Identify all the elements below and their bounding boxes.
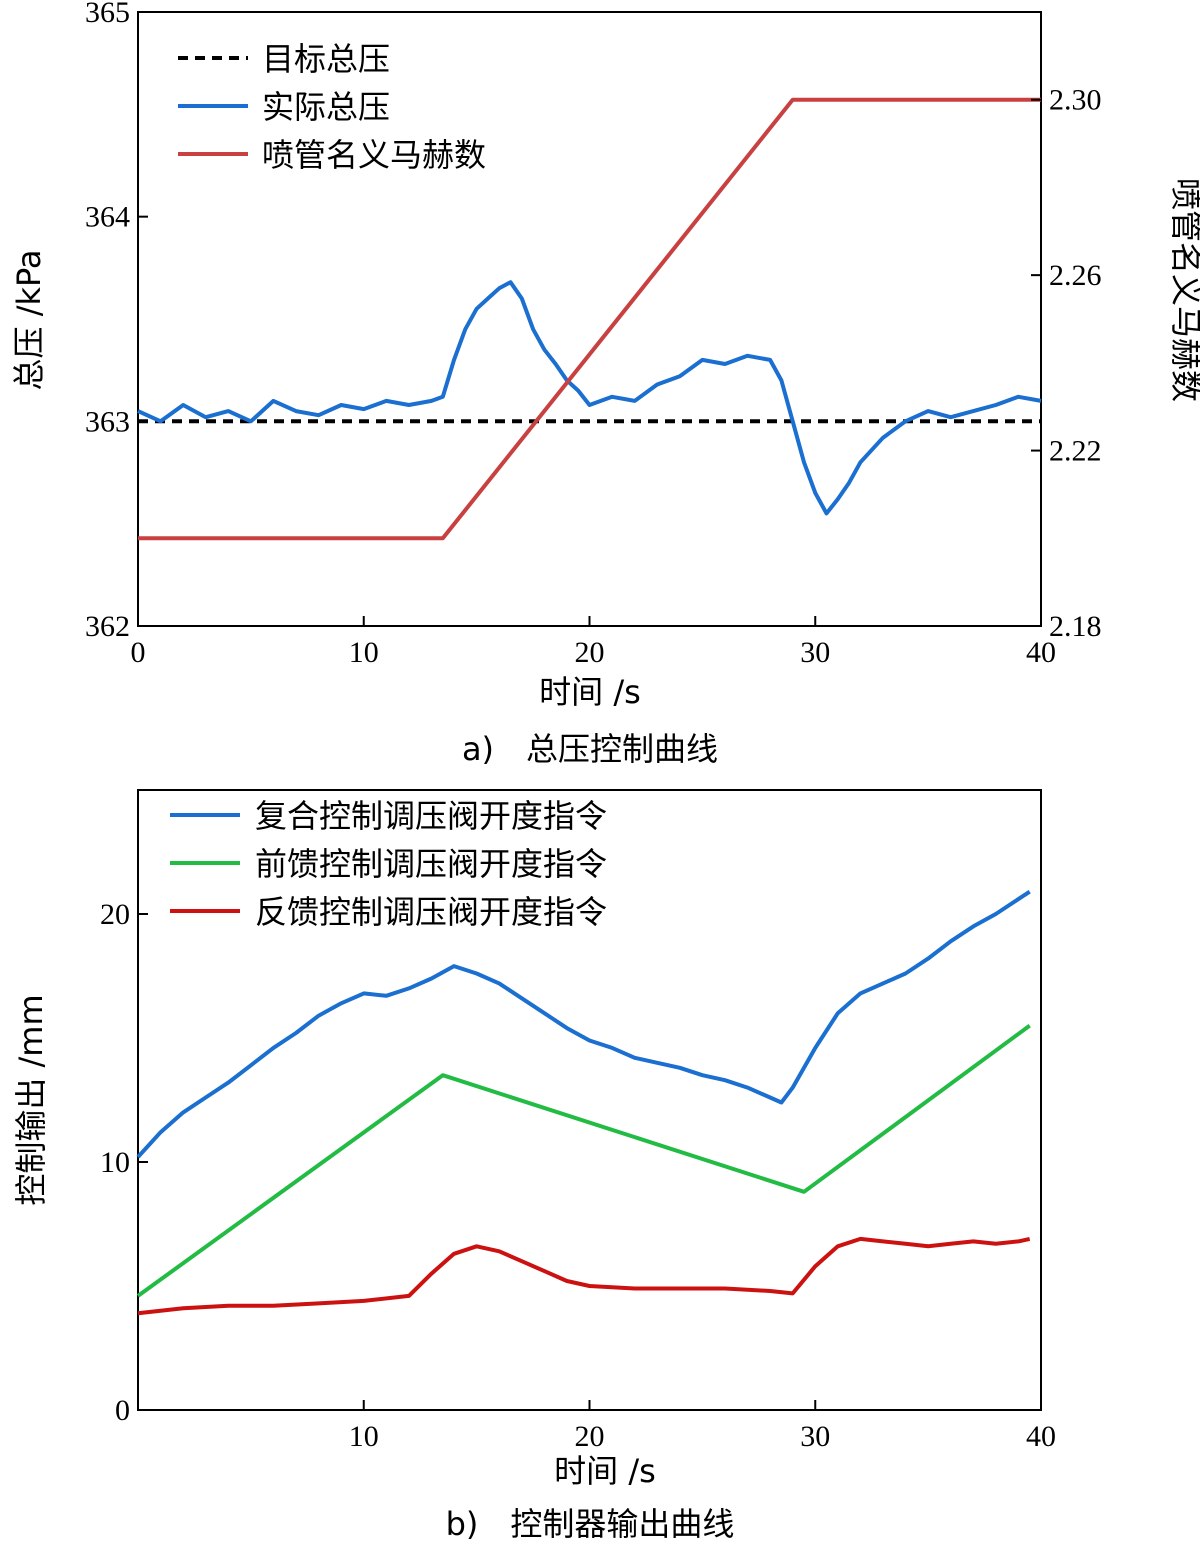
chart-a-y-tick-label: 362 [85, 610, 130, 643]
chart-b-y-tick-label: 10 [100, 1146, 130, 1179]
chart-a-y-ticks: 362 363 364 365 [85, 0, 148, 643]
chart-a-y2-tick-label: 2.26 [1049, 259, 1102, 292]
chart-b-series-group [136, 890, 1031, 1316]
chart-a-y2-axis-label: 喷管名义马赫数 [1167, 178, 1200, 402]
chart-a-legend: 目标总压 实际总压 喷管名义马赫数 [178, 40, 486, 174]
chart-a-legend-label-actual: 实际总压 [262, 88, 390, 126]
chart-b-plot-frame [137, 789, 1042, 1411]
chart-a-series-group [137, 97, 1042, 541]
chart-a-x-ticks: 0 10 20 30 40 [131, 616, 1056, 669]
chart-a-x-tick-label: 0 [131, 636, 146, 669]
chart-b-legend-label-feedback: 反馈控制调压阀开度指令 [255, 893, 607, 931]
chart-a-x-tick-label: 40 [1026, 636, 1056, 669]
chart-a-y2-ticks: 2.18 2.22 2.26 2.30 [1031, 84, 1102, 643]
chart-a-caption: a) 总压控制曲线 [462, 730, 718, 768]
chart-a-y-axis-label: 总压 /kPa [10, 250, 48, 391]
chart-b-x-axis-label: 时间 /s [554, 1452, 656, 1490]
chart-b-y-tick-label: 20 [100, 898, 130, 931]
chart-b-x-tick-label: 10 [349, 1420, 379, 1453]
chart-b-legend-label-feedforward: 前馈控制调压阀开度指令 [255, 845, 607, 883]
chart-a-x-tick-label: 30 [800, 636, 830, 669]
chart-b-legend-label-composite: 复合控制调压阀开度指令 [255, 797, 607, 835]
chart-b-controller-output: 10 20 30 40 0 10 20 时间 /s 控制输出 /mm 复合控制调压阀开度指… [12, 789, 1056, 1543]
chart-b-y-ticks: 0 10 20 [100, 898, 148, 1427]
chart-b-series-1-line [136, 890, 1031, 1159]
chart-a-series-2-line [137, 280, 1042, 516]
chart-a-legend-label-mach: 喷管名义马赫数 [262, 136, 486, 174]
chart-b-x-tick-label: 40 [1026, 1420, 1056, 1453]
chart-b-legend: 复合控制调压阀开度指令 前馈控制调压阀开度指令 反馈控制调压阀开度指令 [170, 797, 607, 931]
chart-a-x-tick-label: 20 [575, 636, 605, 669]
chart-b-series-2-line [136, 1023, 1031, 1298]
chart-a-y-tick-label: 364 [85, 201, 130, 234]
chart-b-caption: b) 控制器输出曲线 [446, 1505, 735, 1543]
chart-a-y2-tick-label: 2.30 [1049, 84, 1102, 117]
chart-a-y2-tick-label: 2.18 [1049, 610, 1102, 643]
chart-a-legend-label-target: 目标总压 [262, 40, 390, 78]
chart-b-x-tick-label: 30 [800, 1420, 830, 1453]
chart-b-x-tick-label: 20 [575, 1420, 605, 1453]
chart-a-x-tick-label: 10 [349, 636, 379, 669]
chart-b-y-axis-label: 控制输出 /mm [12, 994, 50, 1205]
chart-b-y-tick-label: 0 [115, 1394, 130, 1427]
chart-b-x-ticks: 10 20 30 40 [349, 1400, 1056, 1453]
chart-a-y2-tick-label: 2.22 [1049, 435, 1102, 468]
chart-a-x-axis-label: 时间 /s [539, 673, 641, 711]
chart-b-series-3-line [137, 1236, 1031, 1316]
chart-a-y-tick-label: 363 [85, 405, 130, 438]
chart-a-y-tick-label: 365 [85, 0, 130, 29]
chart-a-series-3-line [138, 97, 1041, 541]
